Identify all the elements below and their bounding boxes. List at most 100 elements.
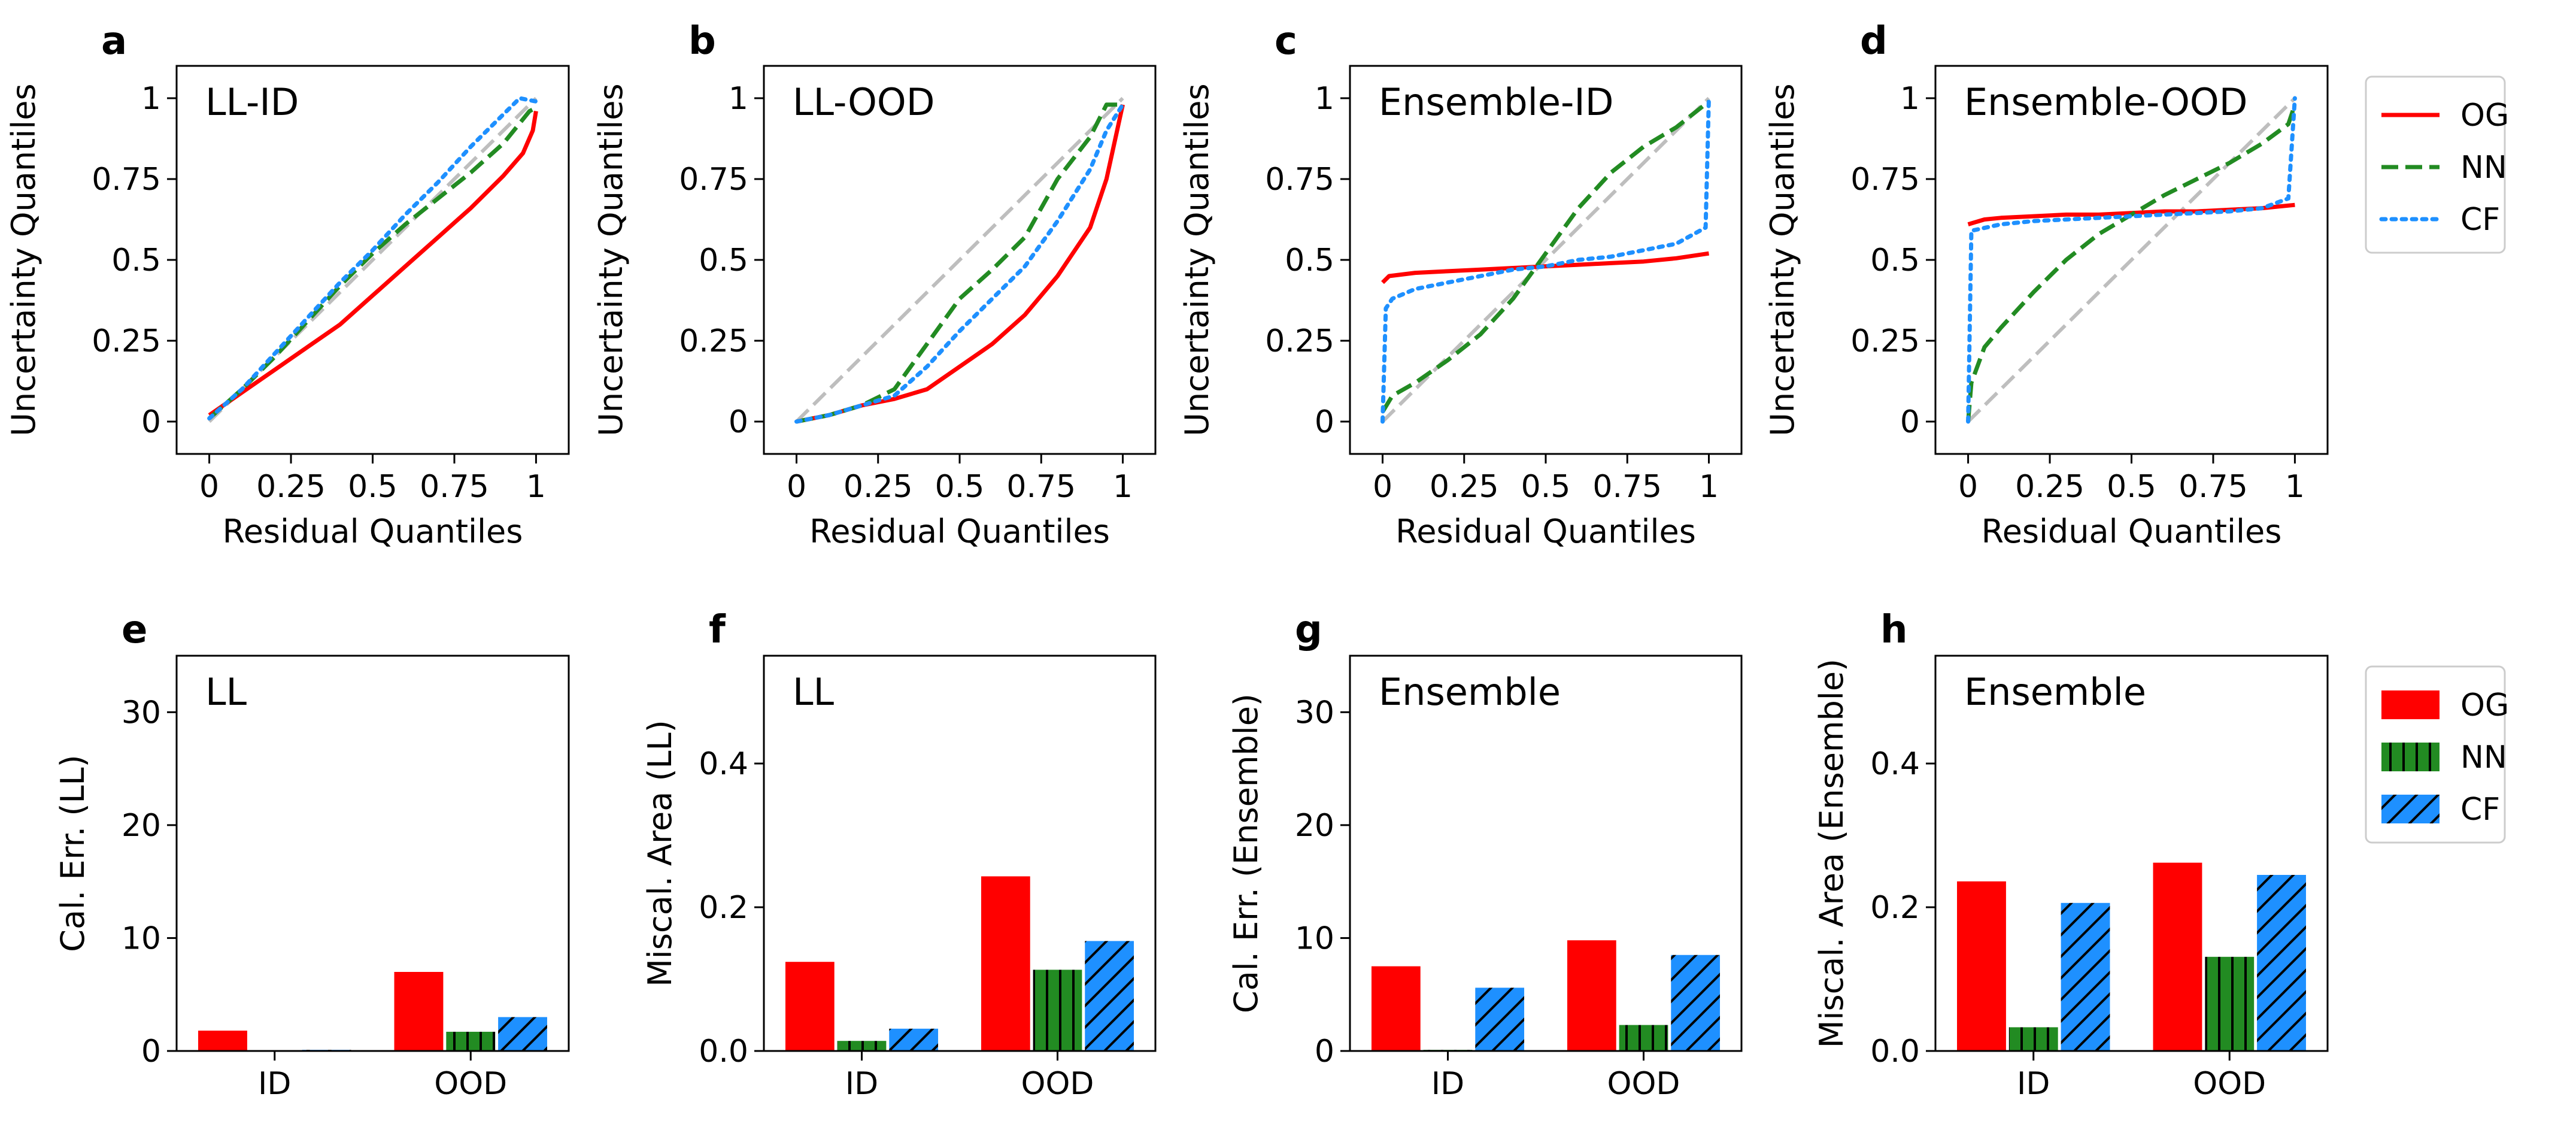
panel-g-y-axis-label: Cal. Err. (Ensemble)	[1227, 693, 1265, 1013]
panel-e-letter: e	[122, 608, 147, 652]
legend-line-frame	[2365, 75, 2506, 254]
panel-f-x-tick-label: ID	[845, 1066, 878, 1102]
panel-f-y-tick-label: 0.0	[699, 1034, 748, 1070]
panel-a-x-tick-label: 1	[526, 469, 546, 505]
panel-h-bar-cf-ood	[2257, 875, 2306, 1051]
panel-a-series-cf	[207, 96, 538, 421]
panel-a-y-tick-label: 0	[141, 404, 161, 440]
panel-a-y-tick-label: 0.5	[111, 243, 161, 278]
panel-h-bar-nn-ood	[2205, 956, 2255, 1051]
panel-f-bar-cf-id	[889, 1028, 939, 1051]
panel-a-x-tick-label: 0.75	[420, 469, 489, 505]
panel-f-y-tick-label: 0.2	[699, 890, 748, 926]
panel-f-bar-nn-ood	[1033, 970, 1082, 1051]
panel-g-x-tick-label: OOD	[1607, 1066, 1680, 1102]
panel-b-reference-diagonal	[795, 96, 1124, 423]
panel-h-x-tick-label: OOD	[2193, 1066, 2266, 1102]
panel-e-y-tick-label: 20	[122, 808, 161, 844]
panel-d-x-axis-label: Residual Quantiles	[1982, 513, 2282, 550]
panel-d-x-tick-label: 0	[1958, 469, 1978, 505]
panel-c-x-axis-label: Residual Quantiles	[1395, 513, 1696, 550]
panel-c-y-axis-label: Uncertainty Quantiles	[1178, 83, 1216, 436]
panel-g-bar-og-id	[1371, 966, 1421, 1051]
panel-g-y-tick-label: 30	[1295, 695, 1334, 731]
panel-b-series-cf	[794, 102, 1125, 424]
panel-f-y-tick-label: 0.4	[699, 746, 748, 782]
panel-e-bar-og-ood	[394, 972, 444, 1051]
legend-bar-label-cf: CF	[2460, 792, 2500, 828]
panel-a-y-tick-label: 1	[141, 81, 161, 117]
panel-c-series-nn	[1380, 99, 1710, 413]
panel-f-axes-frame	[763, 655, 1157, 1052]
panel-c-x-tick-label: 0.75	[1592, 469, 1662, 505]
panel-e-y-tick-label: 10	[122, 920, 161, 956]
panel-g: ID OOD 0 10 20 30 Cal. Err. (Ensemble) Ensemble…	[1227, 608, 1743, 1102]
panel-g-bar-nn-ood	[1619, 1025, 1668, 1051]
panel-b-x-tick-label: 1	[1113, 469, 1133, 505]
panel-g-bar-cf-id	[1475, 987, 1525, 1051]
panel-h-bar-nn-id	[2008, 1027, 2058, 1051]
panel-a-y-tick-label: 0.25	[92, 323, 161, 359]
panel-g-y-tick-label: 20	[1295, 808, 1334, 844]
panel-d-y-tick-label: 0	[1900, 404, 1920, 440]
panel-h-y-tick-label: 0.2	[1870, 890, 1920, 926]
panel-e-bar-og-id	[198, 1031, 247, 1051]
panel-g-y-tick-label: 0	[1315, 1034, 1334, 1070]
legend-line-label-cf: CF	[2460, 202, 2500, 238]
panel-c-y-tick-label: 0	[1315, 404, 1334, 440]
panel-c-x-tick-label: 0	[1373, 469, 1392, 505]
panel-b-letter: b	[688, 19, 716, 63]
panel-g-y-tick-label: 10	[1295, 920, 1334, 956]
panel-c-x-tick-label: 1	[1699, 469, 1719, 505]
panel-a-title: LL-ID	[205, 80, 299, 124]
panel-g-bar-cf-ood	[1671, 955, 1721, 1051]
panel-a-x-tick-label: 0.5	[348, 469, 398, 505]
panel-d-title: Ensemble-OOD	[1964, 80, 2247, 124]
panel-b-series-nn	[796, 102, 1123, 424]
legend-bar-swatch-og	[2381, 690, 2440, 719]
panel-g-axes-frame	[1349, 655, 1743, 1052]
panel-f: ID OOD 0.0 0.2 0.4 Miscal. Area (LL) LL f	[641, 608, 1157, 1102]
panel-f-y-axis-label: Miscal. Area (LL)	[641, 720, 679, 987]
panel-d-y-tick-label: 1	[1900, 81, 1920, 117]
panel-a-x-tick-label: 0	[199, 469, 219, 505]
panel-h-bar-og-id	[1957, 881, 2006, 1051]
panel-c-title: Ensemble-ID	[1379, 80, 1613, 124]
panel-d-y-tick-label: 0.5	[1870, 243, 1920, 278]
panel-c-series-cf	[1380, 96, 1711, 424]
panel-b-y-tick-label: 0.25	[679, 323, 748, 359]
panel-b-y-tick-label: 1	[729, 81, 748, 117]
panel-d-series-og	[1967, 202, 2295, 226]
panel-e-y-axis-label: Cal. Err. (LL)	[54, 755, 92, 952]
panel-b-series-og	[796, 104, 1125, 424]
panel-d-series-cf	[1966, 96, 2297, 424]
panel-e-y-tick-label: 30	[122, 695, 161, 731]
legend-bar-styles: OG NN CF	[2365, 665, 2509, 844]
panel-e-title: LL	[205, 670, 247, 714]
panel-e-x-tick-label: ID	[258, 1066, 291, 1102]
panel-a-series-nn	[208, 106, 537, 420]
panel-b-x-axis-label: Residual Quantiles	[809, 513, 1110, 550]
panel-e-axes-frame	[175, 655, 570, 1052]
panel-f-title: LL	[793, 670, 835, 714]
panel-b-title: LL-OOD	[793, 80, 934, 124]
panel-c-x-tick-label: 0.5	[1521, 469, 1571, 505]
panel-b-y-tick-label: 0	[729, 404, 748, 440]
panel-h-bar-og-ood	[2153, 862, 2202, 1051]
panel-a-x-axis-label: Residual Quantiles	[223, 513, 523, 550]
panel-c-y-tick-label: 0.75	[1265, 162, 1334, 198]
panel-d-reference-diagonal	[1967, 96, 2296, 423]
panel-d-x-tick-label: 0.5	[2107, 469, 2156, 505]
panel-e-x-tick-label: OOD	[434, 1066, 507, 1102]
panel-b-x-tick-label: 0.25	[844, 469, 913, 505]
panel-c-y-tick-label: 1	[1315, 81, 1334, 117]
panel-h-letter: h	[1880, 608, 1908, 652]
panel-e-bar-nn-ood	[446, 1031, 496, 1051]
panel-g-bar-og-ood	[1567, 940, 1616, 1051]
panel-h: ID OOD 0.0 0.2 0.4 Miscal. Area (Ensemble) Ens…	[1813, 608, 2329, 1102]
panel-b-y-tick-label: 0.75	[679, 162, 748, 198]
panel-f-bar-nn-id	[837, 1041, 887, 1051]
